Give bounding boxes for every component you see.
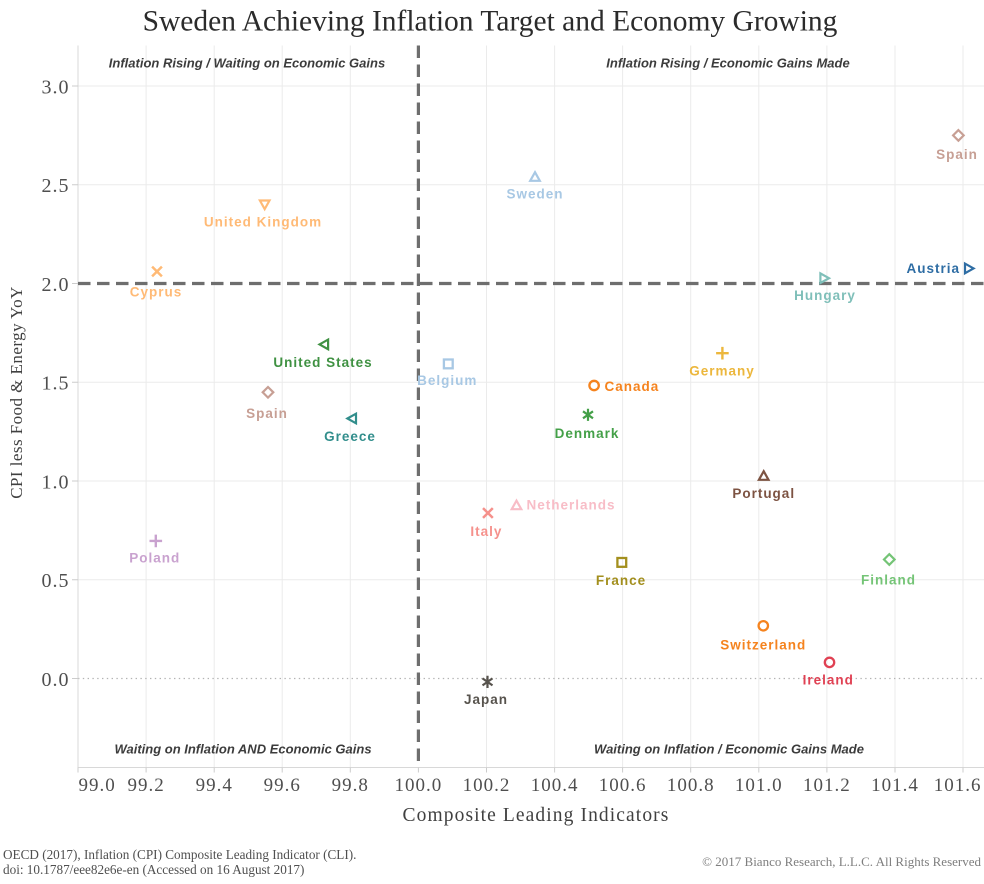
svg-text:99.0: 99.0 <box>79 775 116 796</box>
svg-text:Sweden Achieving Inflation Tar: Sweden Achieving Inflation Target and Ec… <box>143 6 838 38</box>
svg-text:doi: 10.1787/eee82e6e-en (Acce: doi: 10.1787/eee82e6e-en (Accessed on 16… <box>3 862 304 877</box>
svg-text:© 2017 Bianco Research, L.L.C.: © 2017 Bianco Research, L.L.C. All Right… <box>702 854 981 869</box>
svg-text:2.5: 2.5 <box>42 175 70 197</box>
svg-text:Waiting on Inflation AND Econo: Waiting on Inflation AND Economic Gains <box>114 742 371 757</box>
svg-text:Belgium: Belgium <box>417 373 477 388</box>
svg-text:Switzerland: Switzerland <box>720 638 806 653</box>
svg-text:Hungary: Hungary <box>794 288 856 303</box>
svg-text:100.0: 100.0 <box>395 775 443 796</box>
svg-text:99.6: 99.6 <box>264 775 301 796</box>
svg-text:Waiting on Inflation / Economi: Waiting on Inflation / Economic Gains Ma… <box>594 742 864 757</box>
svg-text:Inflation Rising / Economic Ga: Inflation Rising / Economic Gains Made <box>606 56 849 71</box>
svg-text:Italy: Italy <box>470 524 502 539</box>
svg-text:Japan: Japan <box>464 692 508 707</box>
svg-text:99.4: 99.4 <box>196 775 233 796</box>
svg-text:1.5: 1.5 <box>42 373 70 395</box>
svg-text:100.6: 100.6 <box>599 775 647 796</box>
svg-text:3.0: 3.0 <box>42 76 70 98</box>
svg-text:France: France <box>596 573 646 588</box>
svg-text:0.0: 0.0 <box>42 669 70 691</box>
svg-text:101.4: 101.4 <box>871 775 919 796</box>
svg-text:100.8: 100.8 <box>667 775 715 796</box>
svg-text:Denmark: Denmark <box>555 426 620 441</box>
svg-text:Greece: Greece <box>324 429 376 444</box>
svg-text:1.0: 1.0 <box>42 471 70 493</box>
svg-text:CPI less Food & Energy YoY: CPI less Food & Energy YoY <box>7 286 26 499</box>
svg-text:101.6: 101.6 <box>934 775 982 796</box>
svg-text:United States: United States <box>273 355 372 370</box>
svg-text:100.4: 100.4 <box>531 775 579 796</box>
svg-text:Finland: Finland <box>861 573 916 588</box>
svg-text:Ireland: Ireland <box>803 673 854 688</box>
svg-text:Austria: Austria <box>906 261 960 276</box>
svg-text:Composite Leading Indicators: Composite Leading Indicators <box>403 805 670 826</box>
svg-text:Cyprus: Cyprus <box>130 285 183 300</box>
svg-text:101.0: 101.0 <box>735 775 783 796</box>
svg-text:99.2: 99.2 <box>127 775 164 796</box>
svg-text:99.8: 99.8 <box>332 775 369 796</box>
svg-text:Inflation Rising / Waiting on: Inflation Rising / Waiting on Economic G… <box>109 56 385 71</box>
svg-text:Netherlands: Netherlands <box>527 498 616 513</box>
svg-text:100.2: 100.2 <box>463 775 511 796</box>
svg-text:Germany: Germany <box>689 364 755 379</box>
svg-text:2.0: 2.0 <box>42 274 70 296</box>
svg-text:0.5: 0.5 <box>42 570 70 592</box>
svg-text:101.2: 101.2 <box>803 775 851 796</box>
svg-text:Portugal: Portugal <box>732 486 795 501</box>
svg-text:Spain: Spain <box>246 406 288 421</box>
svg-text:Spain: Spain <box>936 147 978 162</box>
svg-text:Sweden: Sweden <box>506 187 563 202</box>
svg-text:United Kingdom: United Kingdom <box>204 215 322 230</box>
svg-text:OECD (2017), Inflation (CPI) C: OECD (2017), Inflation (CPI) Composite L… <box>3 847 356 862</box>
svg-text:Poland: Poland <box>129 551 180 566</box>
svg-text:Canada: Canada <box>605 379 660 394</box>
